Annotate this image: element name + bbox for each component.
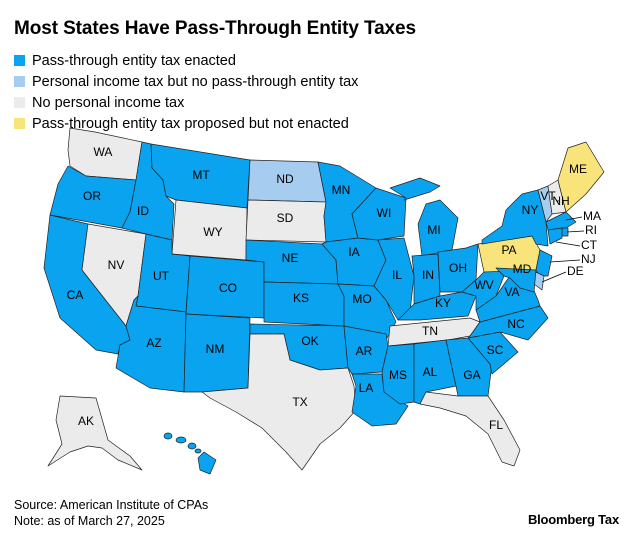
- state-label: ID: [137, 204, 149, 218]
- state-label: AZ: [146, 336, 161, 350]
- legend-swatch: [14, 118, 25, 129]
- state-label: FL: [489, 418, 503, 432]
- state-label: LA: [359, 381, 374, 395]
- state-ak[interactable]: [47, 395, 143, 471]
- state-label: NC: [507, 317, 525, 331]
- legend-swatch: [14, 76, 25, 87]
- state-label: VA: [504, 285, 519, 299]
- state-label: AR: [356, 344, 373, 358]
- state-label: MO: [352, 292, 371, 306]
- state-label: WV: [474, 278, 493, 292]
- legend-item-no-pit: No personal income tax: [14, 92, 358, 113]
- state-label: KS: [293, 291, 309, 305]
- legend-swatch: [14, 55, 25, 66]
- state-label: IN: [422, 268, 434, 282]
- date-note: Note: as of March 27, 2025: [14, 514, 165, 528]
- state-ma[interactable]: [545, 211, 577, 231]
- state-md[interactable]: [495, 267, 537, 293]
- state-label: CO: [219, 281, 237, 295]
- state-label: ND: [276, 172, 294, 186]
- legend-item-pte-enacted: Pass-through entity tax enacted: [14, 50, 358, 71]
- state-label: DE: [567, 264, 584, 278]
- state-label: CT: [581, 238, 598, 252]
- callout-lines: [541, 200, 585, 283]
- legend-item-pit-no-pte: Personal income tax but no pass-through …: [14, 71, 358, 92]
- state-label: MT: [192, 168, 210, 182]
- state-label: TX: [292, 395, 307, 409]
- source-note: Source: American Institute of CPAs: [14, 498, 209, 512]
- legend-label: Pass-through entity tax proposed but not…: [32, 115, 349, 132]
- footer: Source: American Institute of CPAs Note:…: [14, 497, 208, 529]
- state-label: MD: [513, 262, 532, 276]
- brand-logo: Bloomberg Tax: [527, 512, 619, 527]
- legend-swatch: [14, 97, 25, 108]
- state-label: ME: [569, 162, 587, 176]
- state-label: AL: [423, 365, 438, 379]
- state-label: NE: [282, 251, 299, 265]
- state-label: GA: [463, 368, 480, 382]
- state-label: RI: [585, 223, 597, 237]
- state-tx[interactable]: [201, 333, 357, 471]
- state-label: OR: [83, 189, 101, 203]
- state-fl[interactable]: [419, 391, 521, 467]
- state-label: IL: [392, 268, 402, 282]
- state-ct[interactable]: [547, 227, 563, 245]
- state-label: NY: [522, 203, 539, 217]
- state-label: IA: [348, 245, 359, 259]
- state-mi[interactable]: [389, 177, 441, 201]
- state-hi[interactable]: [163, 432, 217, 475]
- state-label: SC: [487, 343, 504, 357]
- state-label: WY: [203, 225, 222, 239]
- state-label: TN: [422, 324, 438, 338]
- state-label: NJ: [581, 252, 596, 266]
- state-label: VT: [540, 189, 556, 203]
- state-label: MN: [332, 183, 351, 197]
- state-ny[interactable]: [481, 189, 549, 247]
- state-label: NM: [206, 342, 225, 356]
- map-title: Most States Have Pass-Through Entity Tax…: [14, 18, 416, 39]
- state-label: WI: [377, 206, 392, 220]
- state-label: KY: [435, 296, 451, 310]
- legend-item-pte-proposed: Pass-through entity tax proposed but not…: [14, 113, 358, 134]
- legend-label: No personal income tax: [32, 94, 185, 111]
- state-label: WA: [94, 145, 113, 159]
- state-label: SD: [277, 211, 294, 225]
- state-label: MA: [583, 209, 601, 223]
- legend-label: Personal income tax but no pass-through …: [32, 73, 359, 90]
- state-label: OH: [449, 261, 467, 275]
- state-label: UT: [153, 269, 170, 283]
- state-label: OK: [301, 334, 318, 348]
- state-label: CA: [67, 288, 84, 302]
- state-label: AK: [78, 414, 94, 428]
- state-label: MI: [427, 223, 440, 237]
- state-label: PA: [501, 243, 516, 257]
- legend-label: Pass-through entity tax enacted: [32, 52, 236, 69]
- legend: Pass-through entity tax enacted Personal…: [14, 50, 358, 134]
- state-wi[interactable]: [351, 187, 407, 241]
- state-label: NH: [552, 194, 569, 208]
- state-label: NV: [108, 258, 125, 272]
- state-label: MS: [389, 368, 407, 382]
